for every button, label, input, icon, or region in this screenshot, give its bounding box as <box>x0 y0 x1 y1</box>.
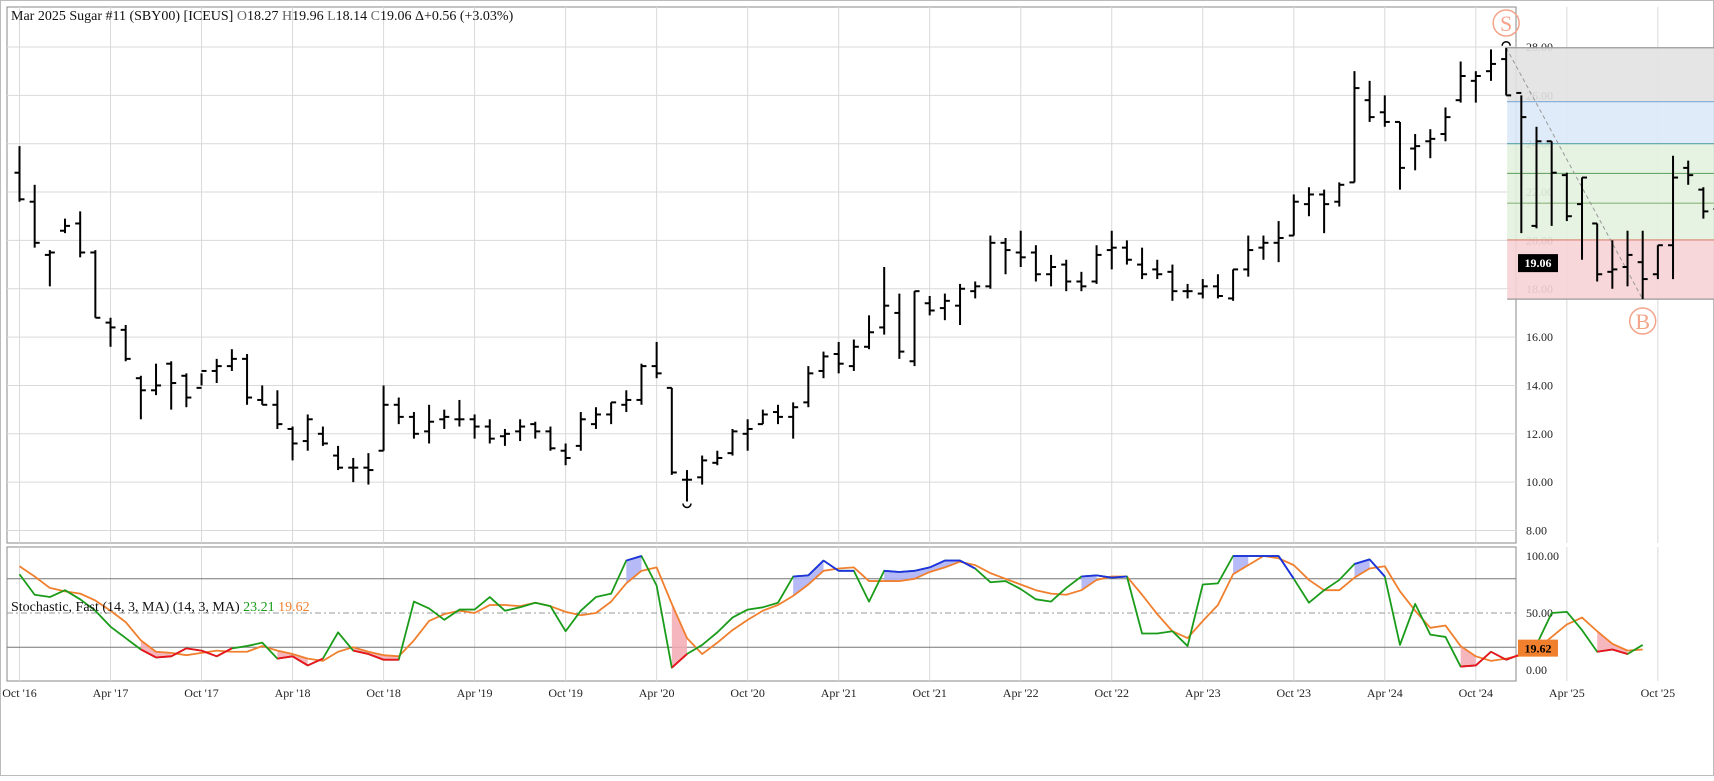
stoch-k-extreme-segment <box>1461 665 1476 666</box>
x-tick-label: Oct '21 <box>912 686 947 700</box>
x-tick-label: Oct '17 <box>184 686 219 700</box>
stoch-k-extreme-segment <box>1081 575 1096 576</box>
y-tick-label: 16.00 <box>1526 330 1553 344</box>
y-tick-label: 14.00 <box>1526 378 1553 392</box>
x-tick-label: Oct '18 <box>366 686 401 700</box>
stoch-y-tick-label: 100.00 <box>1526 549 1559 563</box>
stoch-d-tag-label: 19.62 <box>1525 642 1552 656</box>
stoch-k-extreme-segment <box>793 575 808 576</box>
x-tick-label: Apr '23 <box>1185 686 1221 700</box>
low-label: L <box>327 9 336 24</box>
x-tick-label: Oct '22 <box>1094 686 1129 700</box>
last-price-tag-label: 19.06 <box>1525 256 1552 270</box>
stoch-y-tick-label: 0.00 <box>1526 663 1547 677</box>
x-tick-label: Apr '24 <box>1367 686 1403 700</box>
buy-marker-label: B <box>1635 309 1650 334</box>
y-tick-label: 12.00 <box>1526 427 1553 441</box>
high-label: H <box>282 9 292 24</box>
x-tick-label: Oct '23 <box>1277 686 1312 700</box>
indicator-name: Stochastic, Fast (14, 3, MA) (14, 3, MA) <box>11 600 240 615</box>
instrument-title: Mar 2025 Sugar #11 (SBY00) [ICEUS] <box>11 9 233 24</box>
stoch-d-value: 19.62 <box>278 600 310 615</box>
change-value: Δ+0.56 (+3.03%) <box>415 9 513 24</box>
open-value: 18.27 <box>247 9 279 24</box>
x-tick-label: Apr '19 <box>457 686 493 700</box>
high-value: 19.96 <box>292 9 324 24</box>
x-tick-label: Apr '22 <box>1003 686 1039 700</box>
stoch-k-extreme-segment <box>1112 577 1127 578</box>
stoch-k-extreme-segment <box>884 571 899 572</box>
x-tick-label: Oct '16 <box>2 686 37 700</box>
y-tick-label: 10.00 <box>1526 475 1553 489</box>
stoch-k-extreme-segment <box>156 656 171 657</box>
y-tick-label: 8.00 <box>1526 524 1547 538</box>
x-tick-label: Apr '20 <box>639 686 675 700</box>
x-tick-label: Oct '20 <box>730 686 765 700</box>
price-panel-frame <box>7 7 1516 543</box>
stoch-k-value: 23.21 <box>243 600 275 615</box>
open-label: O <box>237 9 247 24</box>
close-value: 19.06 <box>380 9 412 24</box>
x-tick-label: Apr '21 <box>821 686 857 700</box>
x-tick-label: Apr '18 <box>275 686 311 700</box>
low-value: 18.14 <box>336 9 368 24</box>
fib-zone <box>1507 144 1714 240</box>
x-tick-label: Apr '25 <box>1549 686 1585 700</box>
stoch-k-extreme-segment <box>899 571 914 572</box>
x-tick-label: Apr '17 <box>93 686 129 700</box>
fib-zone <box>1507 48 1714 102</box>
fib-zone <box>1507 102 1714 144</box>
x-tick-label: Oct '25 <box>1641 686 1676 700</box>
sell-marker-label: S <box>1500 11 1512 36</box>
x-tick-label: Oct '19 <box>548 686 583 700</box>
x-tick-label: Oct '24 <box>1459 686 1494 700</box>
close-label: C <box>371 9 380 24</box>
indicator-header: Stochastic, Fast (14, 3, MA) (14, 3, MA)… <box>11 600 310 616</box>
price-header: Mar 2025 Sugar #11 (SBY00) [ICEUS] O18.2… <box>11 9 513 25</box>
